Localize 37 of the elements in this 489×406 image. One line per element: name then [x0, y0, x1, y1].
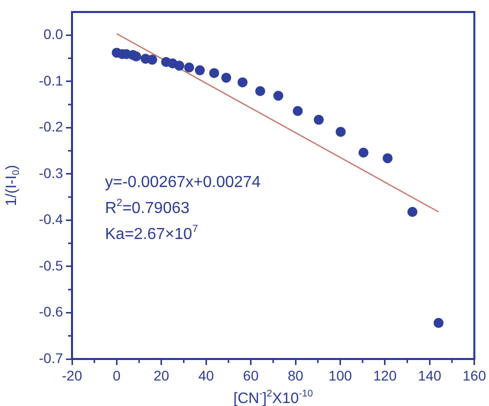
y-tick-label: -0.7 [38, 350, 64, 366]
x-tick-label: 40 [198, 367, 214, 384]
point [221, 72, 232, 83]
point [314, 114, 324, 125]
annotation: y=-0.00267x+0.00274 [105, 174, 261, 191]
point [358, 148, 368, 158]
x-tick-label: 140 [418, 367, 442, 384]
x-tick-label: 160 [462, 367, 486, 384]
point [336, 126, 346, 137]
point [209, 68, 220, 78]
point [131, 51, 142, 62]
x-tick-label: -20 [62, 367, 82, 384]
y-tick-label: -0.6 [38, 304, 64, 320]
x-tick-label: 100 [328, 367, 352, 384]
point [407, 206, 418, 217]
y-axis-title: 1/(I-I0) [3, 164, 22, 206]
x-tick-label: 60 [243, 367, 259, 384]
point [382, 153, 393, 164]
point [273, 90, 284, 101]
point [292, 106, 303, 116]
y-tick-label: -0.1 [38, 72, 64, 88]
point [238, 77, 248, 88]
point [184, 62, 194, 73]
point [255, 86, 266, 96]
point [434, 318, 444, 328]
point [194, 65, 205, 76]
x-tick-label: 0 [112, 367, 121, 384]
x-tick-label: 20 [154, 367, 170, 384]
point [147, 54, 158, 65]
x-tick-label: 80 [288, 367, 304, 384]
y-tick-label: -0.5 [38, 257, 64, 274]
x-tick-label: 120 [373, 367, 397, 384]
y-tick-label: -0.3 [38, 164, 64, 181]
y-tick-label: 0.0 [44, 26, 64, 42]
point [174, 60, 184, 71]
y-tick-label: -0.2 [38, 118, 64, 135]
y-tick-label: -0.4 [38, 211, 64, 228]
